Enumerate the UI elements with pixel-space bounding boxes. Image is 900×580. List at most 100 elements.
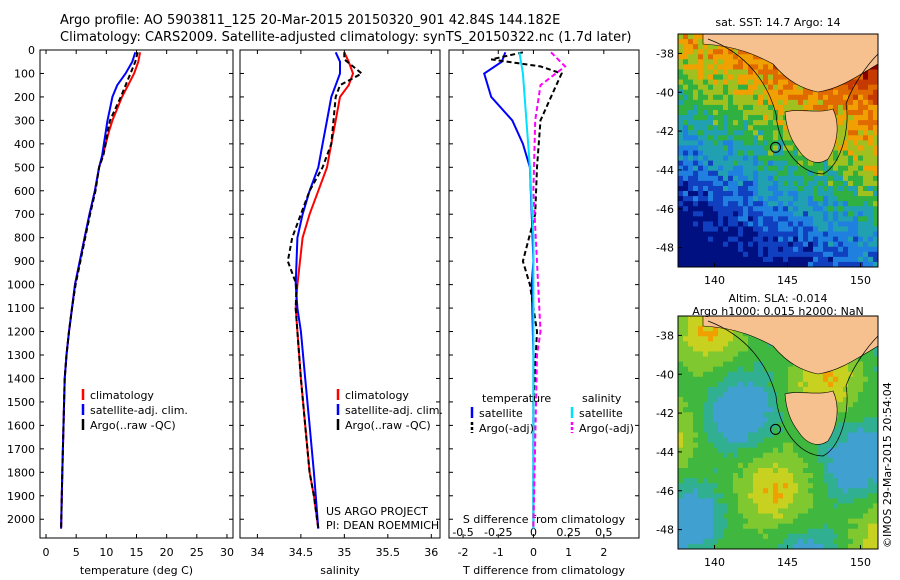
map-cell	[773, 155, 779, 162]
map-cell	[748, 170, 754, 177]
map-cell	[843, 371, 849, 378]
map-cell	[738, 391, 744, 398]
map-cell	[723, 261, 729, 268]
map-cell	[738, 99, 744, 106]
map-cell	[848, 422, 854, 428]
map-cell	[868, 109, 874, 116]
map-cell	[848, 94, 854, 101]
map-cell	[803, 221, 809, 227]
map-cell	[833, 523, 839, 530]
map-cell	[833, 140, 839, 146]
map-cell	[708, 221, 714, 227]
map-cell	[848, 386, 854, 393]
map-cell	[733, 236, 739, 243]
map-cell	[838, 236, 844, 243]
map-cell	[728, 457, 734, 464]
map-cell	[683, 104, 689, 111]
map-cell	[778, 236, 784, 243]
map-cell	[868, 533, 874, 540]
map-cell	[738, 211, 744, 217]
map-cell	[783, 473, 789, 479]
map-cell	[718, 99, 724, 106]
map-cell	[858, 84, 864, 91]
map-cell	[863, 543, 869, 550]
map-cell	[728, 140, 734, 146]
map-cell	[718, 94, 724, 101]
map-cell	[788, 256, 794, 263]
map-cell	[708, 196, 714, 202]
map-cell	[868, 155, 874, 162]
map-cell	[693, 211, 699, 217]
map-cell	[863, 185, 869, 192]
map-cell	[823, 246, 829, 253]
map-cell	[678, 326, 684, 332]
map-cell	[823, 191, 829, 197]
map-cell	[743, 185, 749, 192]
map-cell	[683, 256, 689, 263]
map-cell	[758, 523, 764, 530]
map-cell	[873, 140, 879, 146]
map-cell	[748, 150, 754, 157]
map-cell	[863, 402, 869, 408]
map-y-tick-label: -42	[656, 125, 674, 138]
map-cell	[708, 533, 714, 540]
map-cell	[678, 417, 684, 423]
map-cell	[718, 513, 724, 520]
map-cell	[688, 508, 694, 515]
map-cell	[753, 371, 759, 378]
map-cell	[783, 94, 789, 101]
map-cell	[718, 452, 724, 459]
map-cell	[738, 407, 744, 413]
map-cell	[803, 533, 809, 540]
map-cell	[838, 99, 844, 106]
map-cell	[848, 226, 854, 233]
map-cell	[828, 226, 834, 233]
map-cell	[793, 473, 799, 479]
y-tick-label: 0	[28, 44, 35, 57]
map-cell	[763, 251, 769, 258]
map-cell	[728, 79, 734, 86]
map-cell	[833, 498, 839, 504]
map-cell	[713, 185, 719, 192]
map-cell	[753, 135, 759, 141]
map-cell	[688, 79, 694, 86]
map-cell	[738, 412, 744, 418]
map-cell	[808, 488, 814, 494]
map-cell	[738, 422, 744, 428]
map-cell	[698, 452, 704, 459]
map-cell	[718, 386, 724, 393]
map-cell	[713, 402, 719, 408]
map-cell	[778, 94, 784, 101]
map-cell	[838, 538, 844, 545]
map-cell	[753, 84, 759, 91]
map-cell	[813, 533, 819, 540]
map-cell	[743, 231, 749, 238]
map-cell	[763, 180, 769, 187]
map-cell	[818, 191, 824, 197]
legend-entry: climatology	[90, 389, 154, 402]
map-cell	[763, 261, 769, 268]
map-cell	[728, 508, 734, 515]
map-cell	[863, 437, 869, 444]
map-cell	[728, 381, 734, 388]
map-cell	[798, 442, 804, 449]
map-cell	[743, 452, 749, 459]
map-cell	[768, 221, 774, 227]
map-cell	[698, 462, 704, 469]
map-cell	[768, 180, 774, 187]
map-cell	[853, 135, 859, 141]
map-cell	[708, 185, 714, 192]
map-cell	[733, 513, 739, 520]
map-cell	[683, 221, 689, 227]
map-cell	[683, 498, 689, 504]
map-cell	[688, 442, 694, 449]
map-cell	[708, 241, 714, 248]
map-cell	[868, 115, 874, 121]
map-cell	[713, 503, 719, 509]
map-cell	[773, 170, 779, 177]
map-cell	[703, 366, 709, 373]
map-cell	[868, 236, 874, 243]
map-cell	[863, 462, 869, 469]
map-cell	[753, 180, 759, 187]
y-tick-label: 700	[14, 208, 35, 221]
